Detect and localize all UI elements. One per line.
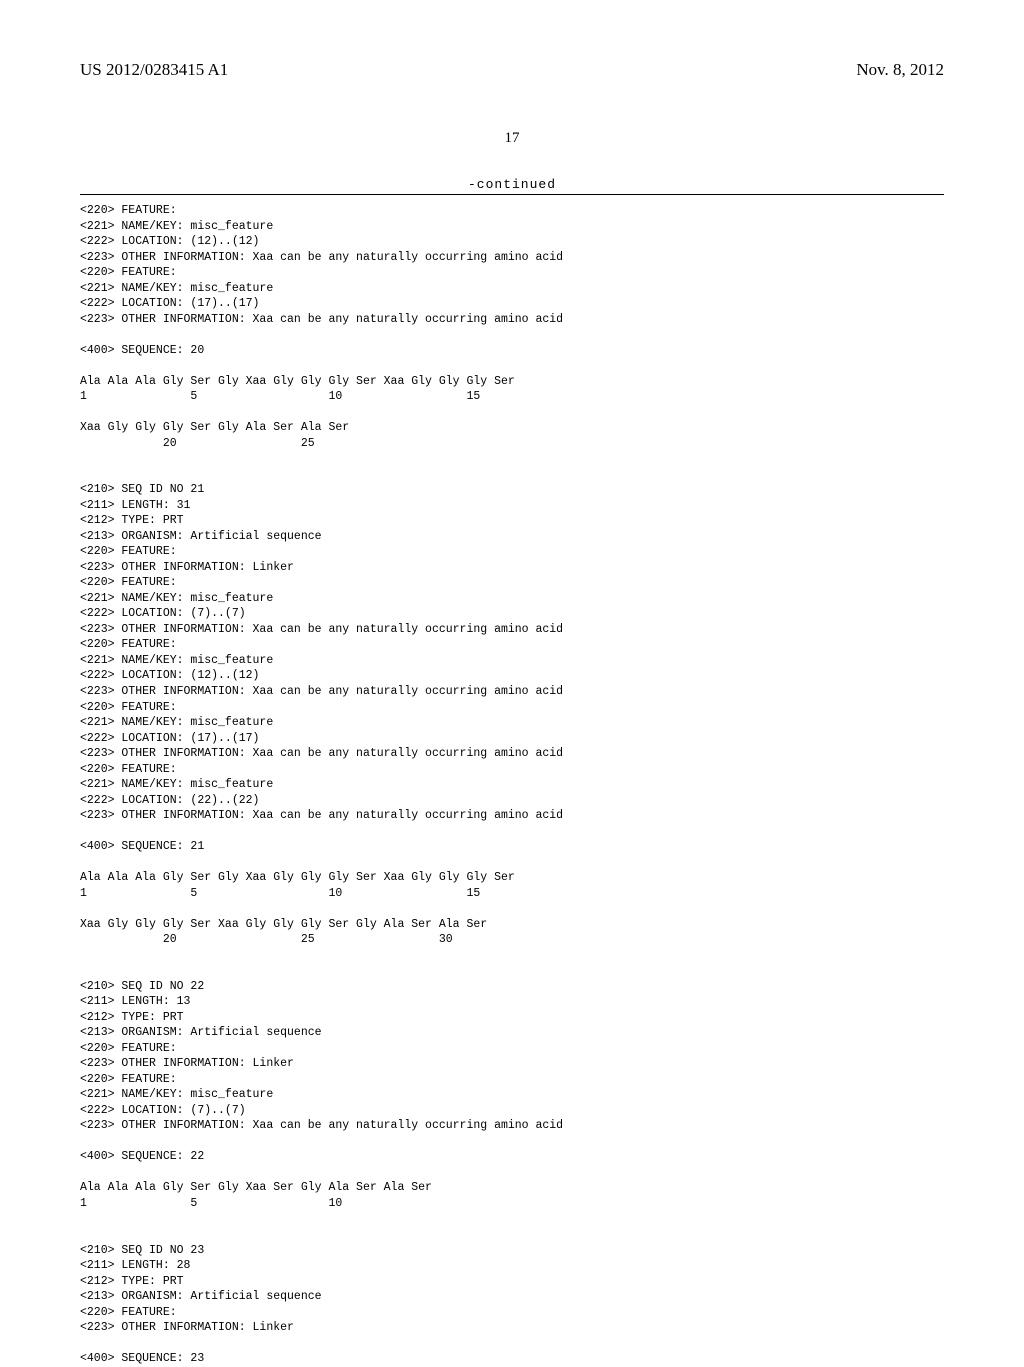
publication-date: Nov. 8, 2012 (856, 60, 944, 80)
divider-line (80, 194, 944, 195)
document-header: US 2012/0283415 A1 Nov. 8, 2012 (80, 60, 944, 80)
continued-label: -continued (80, 177, 944, 192)
page-number: 17 (80, 130, 944, 147)
sequence-listing: <220> FEATURE: <221> NAME/KEY: misc_feat… (80, 203, 944, 1367)
publication-number: US 2012/0283415 A1 (80, 60, 228, 80)
